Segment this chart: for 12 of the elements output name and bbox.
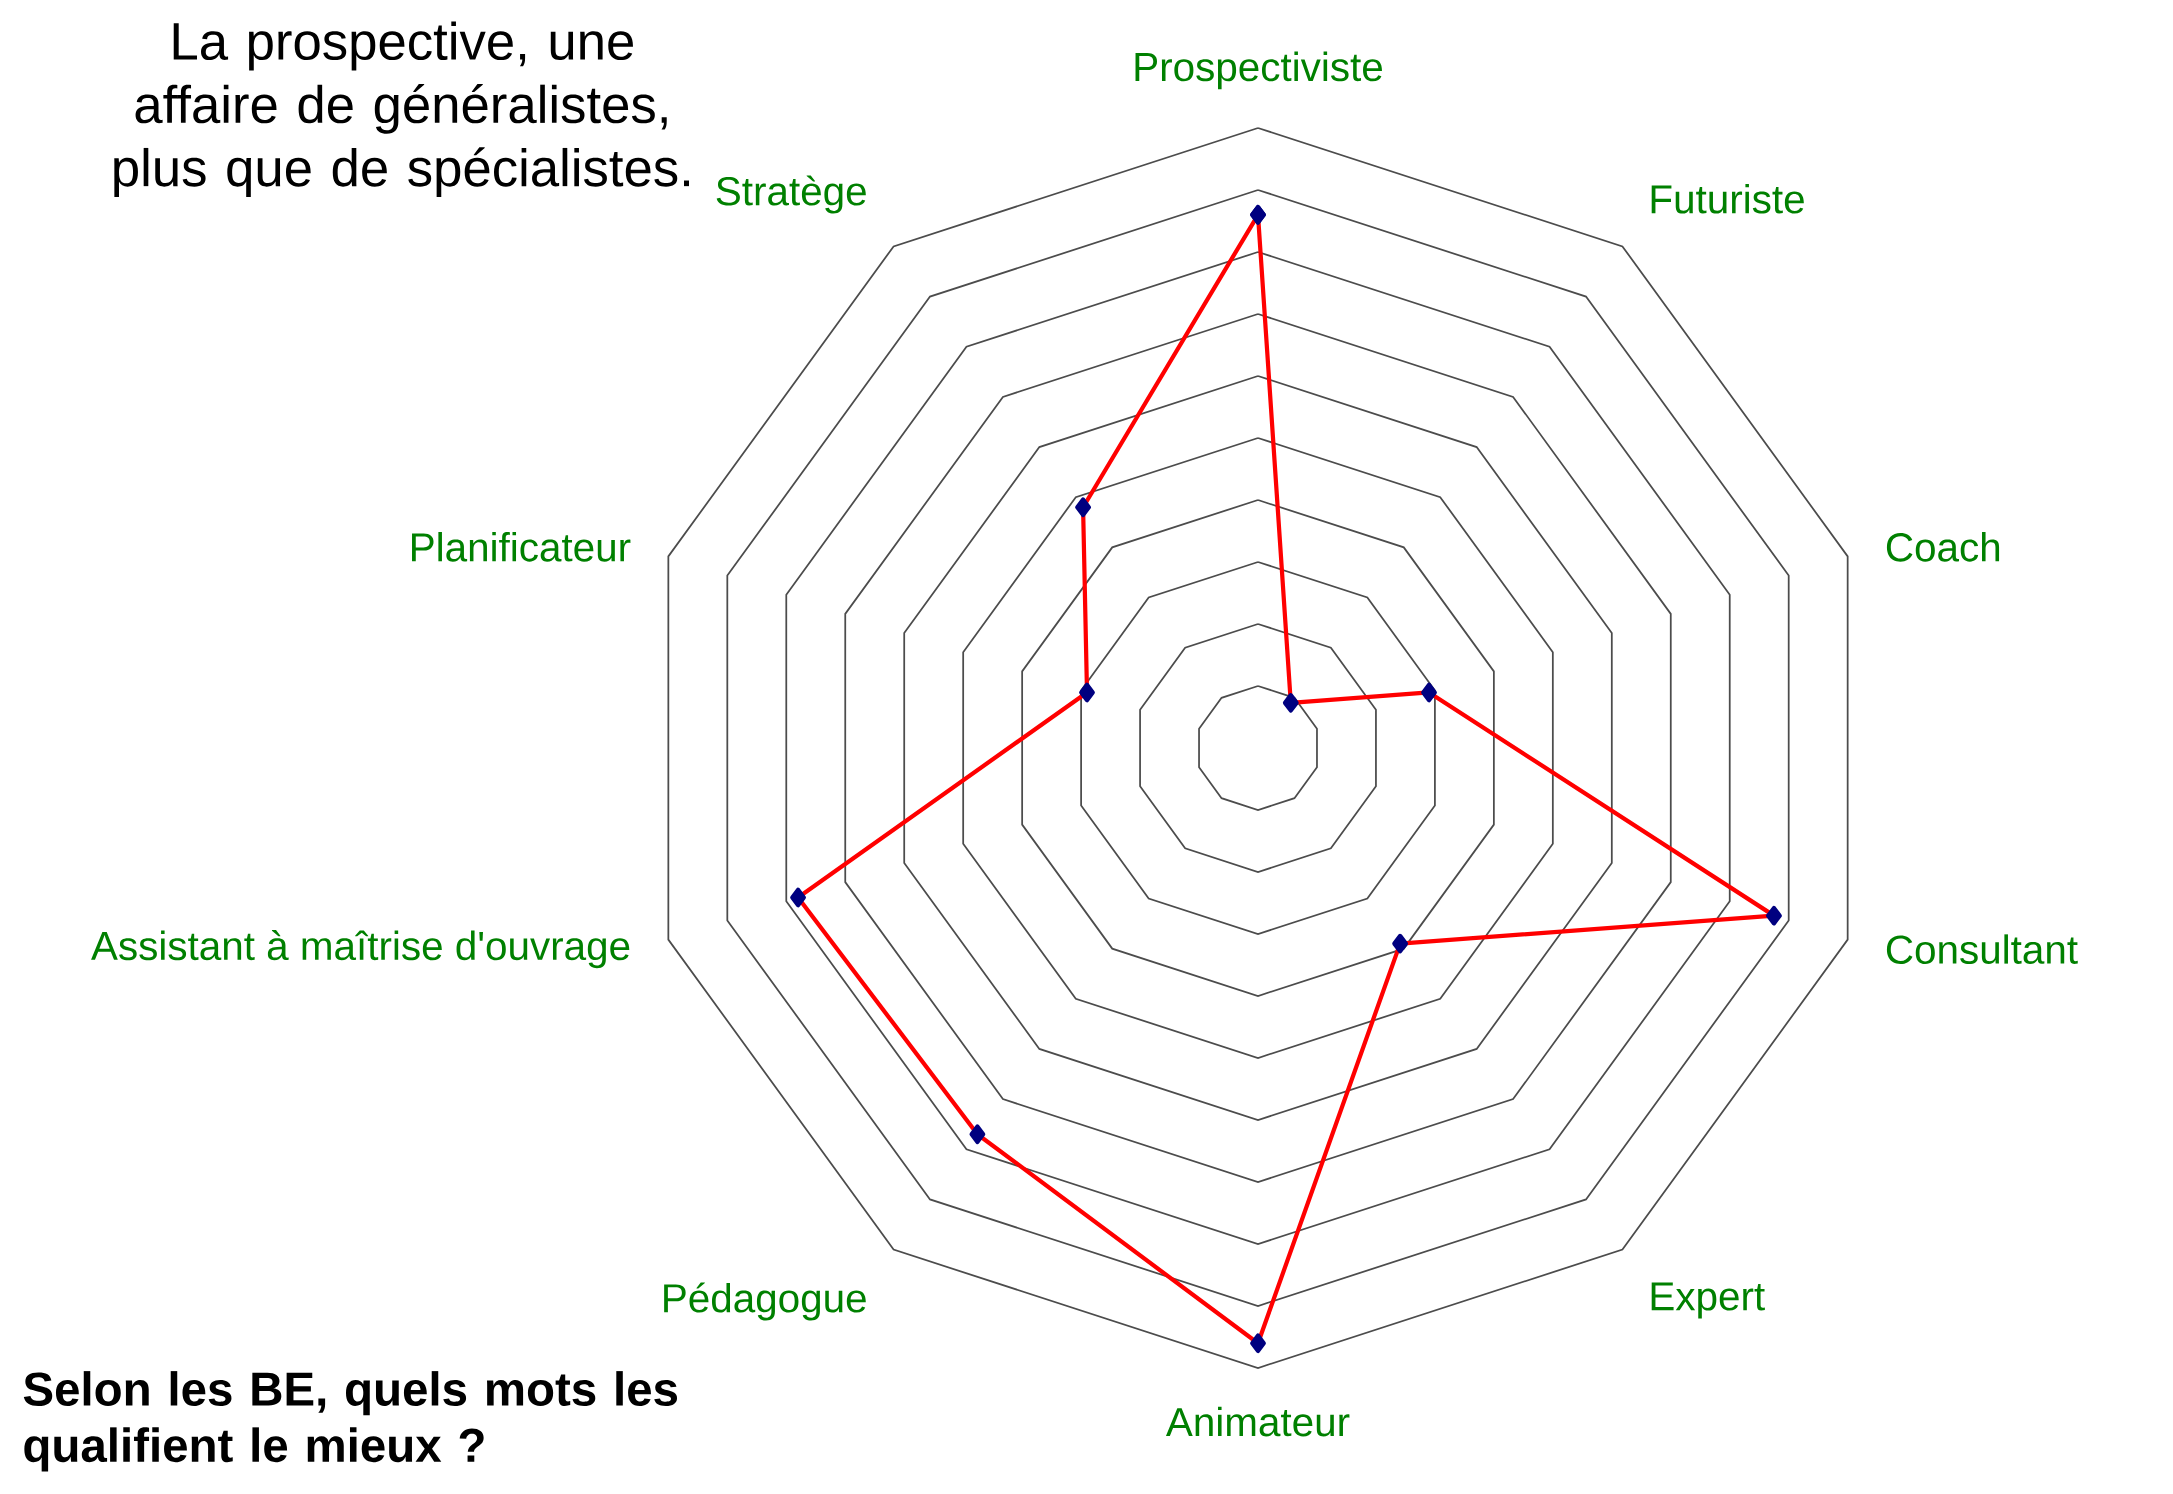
spoke-label: Prospectiviste (1135, 51, 1382, 90)
spoke-label: Futuriste (1651, 183, 1804, 214)
spoke-label: Animateur (1165, 1406, 1350, 1437)
spoke-label: Assistant à maîtrise d'ouvrage (91, 930, 630, 969)
text: La prospective, une affaire de généralistes, plus que de spécialistes. (114, 21, 690, 198)
spoke-label: Coach (1886, 532, 2000, 562)
spoke-label: Planificateur (412, 532, 631, 562)
spoke-label: Pédagogue (664, 1282, 866, 1321)
spoke-label: Stratège (716, 175, 866, 214)
spoke-label: Expert (1651, 1282, 1765, 1319)
spoke-label: Consultant (1886, 934, 2078, 964)
text: Selon les BE, quels mots les qualifient le mieux ? (23, 1371, 678, 1472)
